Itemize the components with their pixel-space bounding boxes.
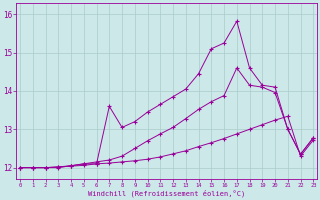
X-axis label: Windchill (Refroidissement éolien,°C): Windchill (Refroidissement éolien,°C) <box>88 190 245 197</box>
